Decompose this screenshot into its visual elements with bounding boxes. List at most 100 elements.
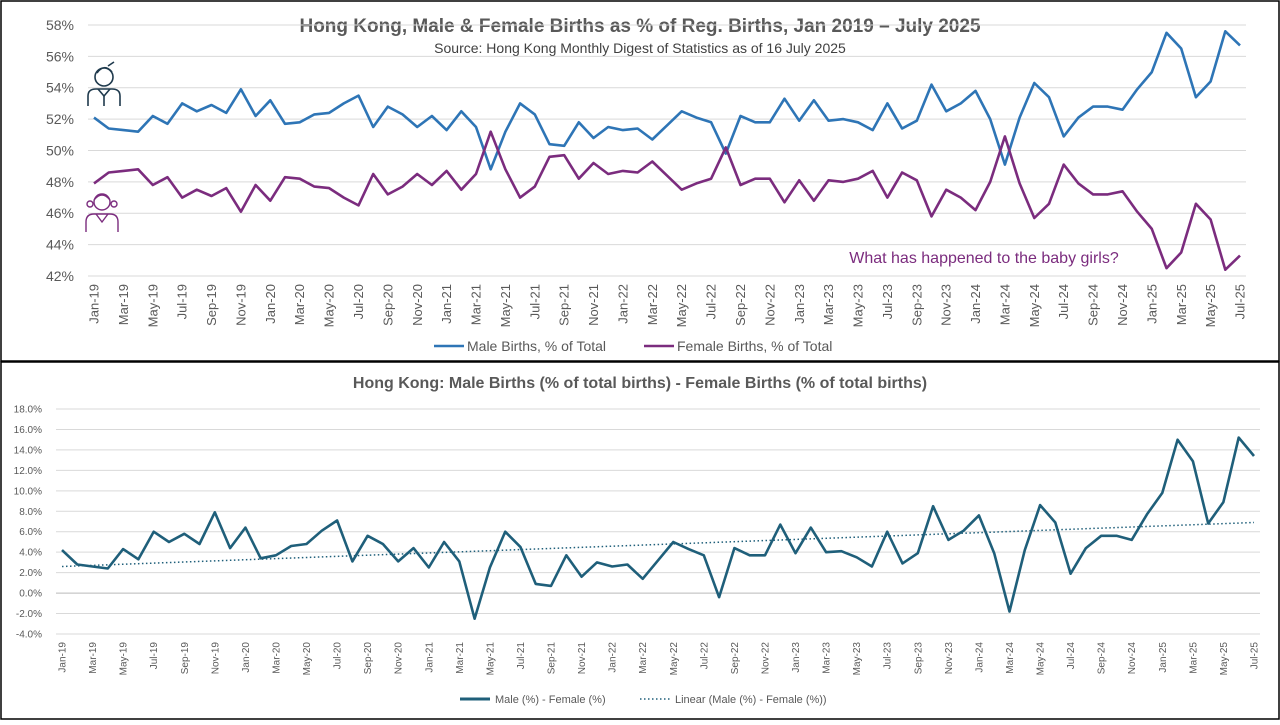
y-tick-label: 54%	[46, 80, 74, 96]
y-tick-label: 58%	[46, 17, 74, 33]
bottom-x-axis-ticks: Jan-19 Mar-19 May-19 Jul-19 Sep-19 Nov-19 Jan-…	[58, 642, 1261, 676]
series-line-0	[93, 30, 1241, 171]
y-tick-label: 16.0%	[14, 425, 42, 436]
top-panel: Hong Kong, Male & Female Births as % of …	[0, 0, 1280, 362]
x-tick-label: Jan-21	[424, 642, 435, 673]
x-tick-label: Jul-25	[1233, 284, 1248, 319]
bottom-series-group	[61, 436, 1255, 620]
x-tick-label: Mar-25	[1174, 284, 1189, 325]
y-tick-label: -2.0%	[16, 609, 42, 620]
y-tick-label: 10.0%	[14, 486, 42, 497]
legend-linear-label: Linear (Male (%) - Female (%))	[675, 694, 827, 706]
bottom-panel: Hong Kong: Male Births (% of total birth…	[0, 361, 1280, 720]
x-tick-label: Jan-22	[615, 284, 630, 324]
x-tick-label: Jan-25	[1144, 284, 1159, 324]
x-tick-label: Nov-19	[233, 284, 248, 326]
x-tick-label: Mar-25	[1188, 642, 1199, 674]
top-chart-subtitle: Source: Hong Kong Monthly Digest of Stat…	[434, 40, 846, 56]
y-tick-label: 14.0%	[14, 445, 42, 456]
x-tick-label: Mar-20	[292, 284, 307, 325]
legend-diff-label: Male (%) - Female (%)	[495, 694, 606, 706]
x-tick-label: Jan-20	[263, 284, 278, 324]
x-tick-label: Mar-21	[455, 642, 466, 674]
top-series-group	[93, 30, 1241, 271]
y-tick-label: 4.0%	[19, 548, 42, 559]
bottom-chart-title: Hong Kong: Male Births (% of total birth…	[353, 375, 927, 392]
x-tick-label: Jul-21	[527, 284, 542, 319]
x-tick-label: May-19	[145, 284, 160, 327]
top-legend: Male Births, % of Total Female Births, %…	[434, 338, 832, 354]
y-tick-label: 50%	[46, 142, 74, 158]
x-tick-label: May-21	[485, 642, 496, 676]
x-tick-label: Sep-23	[909, 284, 924, 326]
x-tick-label: May-24	[1036, 642, 1047, 676]
x-tick-label: Nov-20	[394, 642, 405, 675]
x-tick-label: Nov-23	[939, 284, 954, 326]
y-tick-label: 2.0%	[19, 568, 42, 579]
x-tick-label: Nov-24	[1127, 642, 1138, 675]
girl-icon	[85, 193, 119, 232]
x-tick-label: Mar-22	[638, 642, 649, 674]
y-tick-label: -4.0%	[16, 630, 42, 641]
legend-female-label: Female Births, % of Total	[677, 338, 832, 354]
x-tick-label: Sep-22	[733, 284, 748, 326]
x-tick-label: Mar-19	[88, 642, 99, 674]
x-tick-label: Jan-23	[792, 284, 807, 324]
x-tick-label: Jan-20	[241, 642, 252, 673]
x-tick-label: Mar-24	[997, 284, 1012, 325]
series-line-1	[93, 130, 1241, 271]
x-tick-label: Jul-19	[149, 642, 160, 670]
x-tick-label: Mar-21	[469, 284, 484, 325]
y-tick-label: 8.0%	[19, 507, 42, 518]
x-tick-label: May-20	[302, 642, 313, 676]
x-tick-label: Mar-23	[822, 642, 833, 674]
x-tick-label: Jul-20	[333, 642, 344, 670]
top-gridlines	[88, 24, 1246, 277]
x-tick-label: Jan-21	[439, 284, 454, 324]
series-line-0	[61, 436, 1255, 620]
x-tick-label: Nov-20	[410, 284, 425, 326]
x-tick-label: Jul-19	[175, 284, 190, 319]
x-tick-label: Sep-21	[557, 284, 572, 326]
x-tick-label: Nov-22	[762, 284, 777, 326]
x-tick-label: May-23	[852, 642, 863, 676]
legend-male-label: Male Births, % of Total	[467, 338, 606, 354]
x-tick-label: May-21	[498, 284, 513, 327]
x-tick-label: May-24	[1027, 284, 1042, 327]
x-tick-label: Jul-20	[351, 284, 366, 319]
x-tick-label: Jul-23	[880, 284, 895, 319]
y-tick-label: 44%	[46, 237, 74, 253]
x-tick-label: Mar-24	[1005, 642, 1016, 674]
x-tick-label: Jan-24	[968, 284, 983, 324]
y-tick-label: 52%	[46, 111, 74, 127]
x-tick-label: Sep-21	[547, 642, 558, 675]
y-tick-label: 0.0%	[19, 589, 42, 600]
x-tick-label: May-19	[119, 642, 130, 676]
y-tick-label: 56%	[46, 48, 74, 64]
x-tick-label: Jan-22	[608, 642, 619, 673]
x-tick-label: Sep-24	[1097, 642, 1108, 675]
x-tick-label: Sep-19	[204, 284, 219, 326]
y-tick-label: 46%	[46, 205, 74, 221]
x-tick-label: Jul-22	[704, 284, 719, 319]
top-y-axis-ticks: 42% 44% 46% 48% 50% 52% 54% 56% 58%	[46, 17, 74, 284]
y-tick-label: 18.0%	[14, 405, 42, 416]
x-tick-label: Nov-22	[760, 642, 771, 675]
y-tick-label: 12.0%	[14, 466, 42, 477]
x-tick-label: Nov-24	[1115, 284, 1130, 326]
x-tick-label: Mar-22	[645, 284, 660, 325]
x-tick-label: Jul-24	[1066, 642, 1077, 670]
x-tick-label: Nov-23	[944, 642, 955, 675]
trendline	[61, 521, 1255, 568]
x-tick-label: Mar-19	[116, 284, 131, 325]
x-tick-label: Jan-25	[1158, 642, 1169, 673]
x-tick-label: Jan-19	[87, 284, 102, 324]
x-tick-label: May-22	[669, 642, 680, 676]
x-tick-label: May-20	[322, 284, 337, 327]
x-tick-label: Jan-23	[791, 642, 802, 673]
bottom-y-axis-ticks: -4.0% -2.0% 0.0% 2.0% 4.0% 6.0% 8.0% 10.0% 12.0%…	[14, 405, 42, 641]
x-tick-label: Sep-20	[380, 284, 395, 326]
x-tick-label: Jan-24	[974, 642, 985, 673]
bottom-legend: Male (%) - Female (%) Linear (Male (%) -…	[460, 694, 827, 706]
bottom-panel-border	[0, 361, 1280, 720]
